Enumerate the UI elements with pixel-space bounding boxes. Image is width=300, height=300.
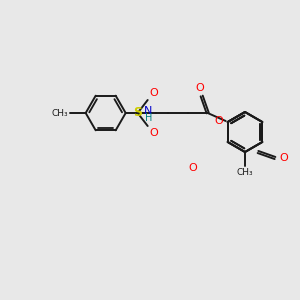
- Text: O: O: [214, 116, 223, 126]
- Text: O: O: [188, 163, 197, 173]
- Text: CH₃: CH₃: [237, 168, 253, 177]
- Text: S: S: [133, 106, 142, 119]
- Text: N: N: [144, 106, 153, 116]
- Text: O: O: [279, 153, 288, 163]
- Text: H: H: [145, 113, 153, 123]
- Text: CH₃: CH₃: [51, 109, 68, 118]
- Text: O: O: [195, 83, 204, 93]
- Text: O: O: [150, 88, 158, 98]
- Text: O: O: [150, 128, 158, 138]
